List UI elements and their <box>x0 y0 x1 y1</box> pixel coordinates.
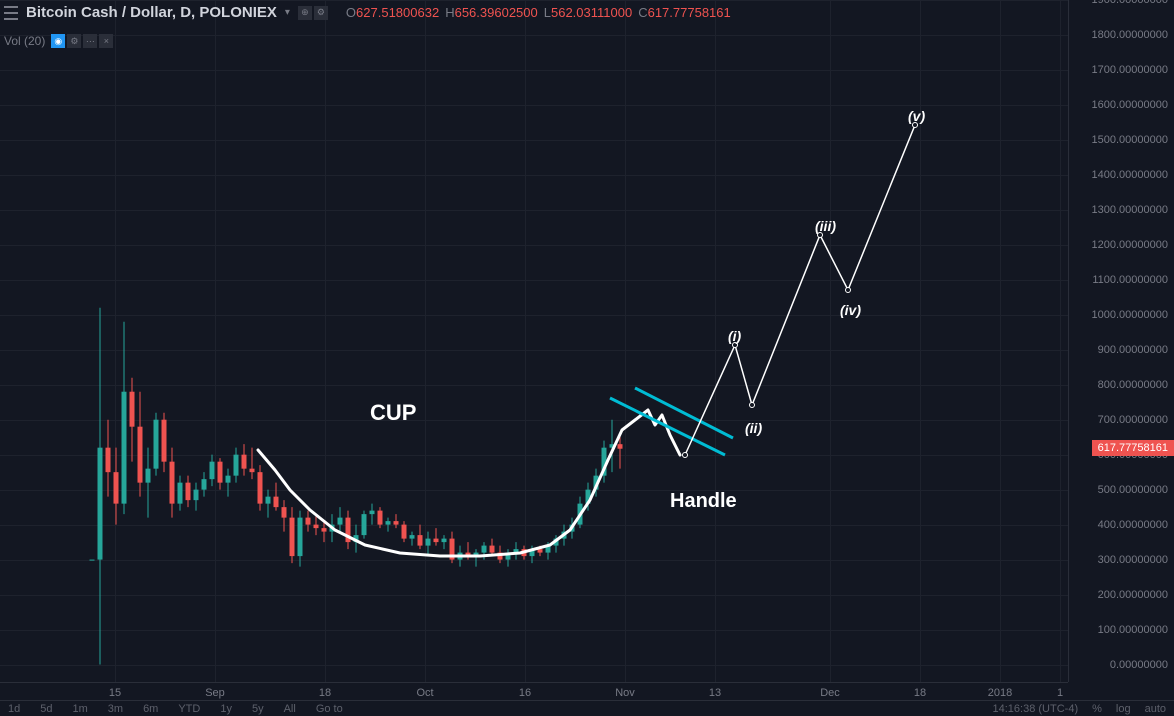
x-tick-label: Nov <box>615 687 635 699</box>
timeframe-button[interactable]: 6m <box>143 703 158 715</box>
volume-label: Vol (20) <box>4 34 45 48</box>
y-tick-label: 1600.00000000 <box>1092 99 1168 111</box>
symbol-title[interactable]: Bitcoin Cash / Dollar, D, POLONIEX <box>26 4 277 21</box>
chart-pane[interactable]: CUP Handle (i) (ii) (iii) (iv) (v) <box>0 0 1068 682</box>
timeframe-button[interactable]: 5d <box>40 703 52 715</box>
y-tick-label: 1500.00000000 <box>1092 134 1168 146</box>
x-tick-label: 18 <box>319 687 331 699</box>
x-tick-label: Sep <box>205 687 225 699</box>
timeframe-right-item[interactable]: log <box>1116 703 1131 715</box>
timeframe-right-item[interactable]: % <box>1092 703 1102 715</box>
volume-indicator-row: Vol (20) ◉ ⚙ ⋯ × <box>4 34 113 48</box>
annotation-text: (ii) <box>745 420 762 436</box>
x-tick-label: 1 <box>1057 687 1063 699</box>
high-label: H <box>445 5 454 20</box>
low-label: L <box>544 5 551 20</box>
timeframe-button[interactable]: 1m <box>73 703 88 715</box>
y-tick-label: 1300.00000000 <box>1092 204 1168 216</box>
annotation-text: (iii) <box>815 218 836 234</box>
low-value: 562.03111000 <box>551 5 632 20</box>
y-tick-label: 300.00000000 <box>1098 554 1168 566</box>
y-tick-label: 100.00000000 <box>1098 624 1168 636</box>
y-tick-label: 1200.00000000 <box>1092 239 1168 251</box>
vol-close-icon[interactable]: × <box>99 34 113 48</box>
high-value: 656.39602500 <box>455 5 538 20</box>
settings-icon[interactable]: ⚙ <box>314 6 328 20</box>
y-tick-label: 1000.00000000 <box>1092 309 1168 321</box>
y-tick-label: 0.00000000 <box>1110 659 1168 671</box>
current-price-label: 617.77758161 <box>1092 440 1174 456</box>
annotation-svg <box>0 0 1068 682</box>
timeframe-button[interactable]: All <box>284 703 296 715</box>
hamburger-icon[interactable] <box>4 6 18 20</box>
timeframe-button[interactable]: 1d <box>8 703 20 715</box>
x-tick-label: Dec <box>820 687 840 699</box>
open-label: O <box>346 5 356 20</box>
vol-eye-icon[interactable]: ◉ <box>51 34 65 48</box>
y-tick-label: 1900.00000000 <box>1092 0 1168 6</box>
annotation-text: (i) <box>728 328 741 344</box>
x-tick-label: 13 <box>709 687 721 699</box>
compare-icon[interactable]: ⊕ <box>298 6 312 20</box>
y-tick-label: 1400.00000000 <box>1092 169 1168 181</box>
y-tick-label: 1100.00000000 <box>1092 274 1168 286</box>
x-tick-label: 18 <box>914 687 926 699</box>
x-tick-label: Oct <box>416 687 433 699</box>
header-toolbar: ⊕ ⚙ <box>298 6 328 20</box>
close-label: C <box>638 5 647 20</box>
timeframe-bar: 1d 5d 1m 3m 6m YTD 1y 5y All Go to 14:16:38 (UTC-4… <box>0 700 1174 716</box>
y-tick-label: 800.00000000 <box>1098 379 1168 391</box>
annotation-text: Handle <box>670 490 737 513</box>
timeframe-right-item[interactable]: auto <box>1145 703 1166 715</box>
y-tick-label: 200.00000000 <box>1098 589 1168 601</box>
x-tick-label: 2018 <box>988 687 1012 699</box>
y-tick-label: 1700.00000000 <box>1092 64 1168 76</box>
timeframe-button[interactable]: 3m <box>108 703 123 715</box>
close-value: 617.77758161 <box>648 5 731 20</box>
x-tick-label: 15 <box>109 687 121 699</box>
timeframe-button[interactable]: YTD <box>178 703 200 715</box>
timeframe-button[interactable]: 1y <box>220 703 232 715</box>
open-value: 627.51800632 <box>356 5 439 20</box>
y-tick-label: 900.00000000 <box>1098 344 1168 356</box>
vol-settings-icon[interactable]: ⚙ <box>67 34 81 48</box>
ohlc-display: O627.51800632 H656.39602500 L562.0311100… <box>346 5 731 20</box>
chevron-down-icon[interactable]: ▾ <box>285 7 290 18</box>
vol-more-icon[interactable]: ⋯ <box>83 34 97 48</box>
y-tick-label: 400.00000000 <box>1098 519 1168 531</box>
price-axis[interactable]: 0.00000000 100.00000000 200.00000000 300.00… <box>1068 0 1174 682</box>
y-tick-label: 500.00000000 <box>1098 484 1168 496</box>
timeframe-right-item[interactable]: 14:16:38 (UTC-4) <box>993 703 1079 715</box>
annotation-text: (iv) <box>840 302 861 318</box>
y-tick-label: 700.00000000 <box>1098 414 1168 426</box>
x-tick-label: 16 <box>519 687 531 699</box>
timeframe-button[interactable]: 5y <box>252 703 264 715</box>
timeframe-button[interactable]: Go to <box>316 703 343 715</box>
annotation-text: (v) <box>908 108 925 124</box>
chart-header: Bitcoin Cash / Dollar, D, POLONIEX ▾ ⊕ ⚙… <box>4 4 731 21</box>
annotation-text: CUP <box>370 400 416 426</box>
y-tick-label: 1800.00000000 <box>1092 29 1168 41</box>
